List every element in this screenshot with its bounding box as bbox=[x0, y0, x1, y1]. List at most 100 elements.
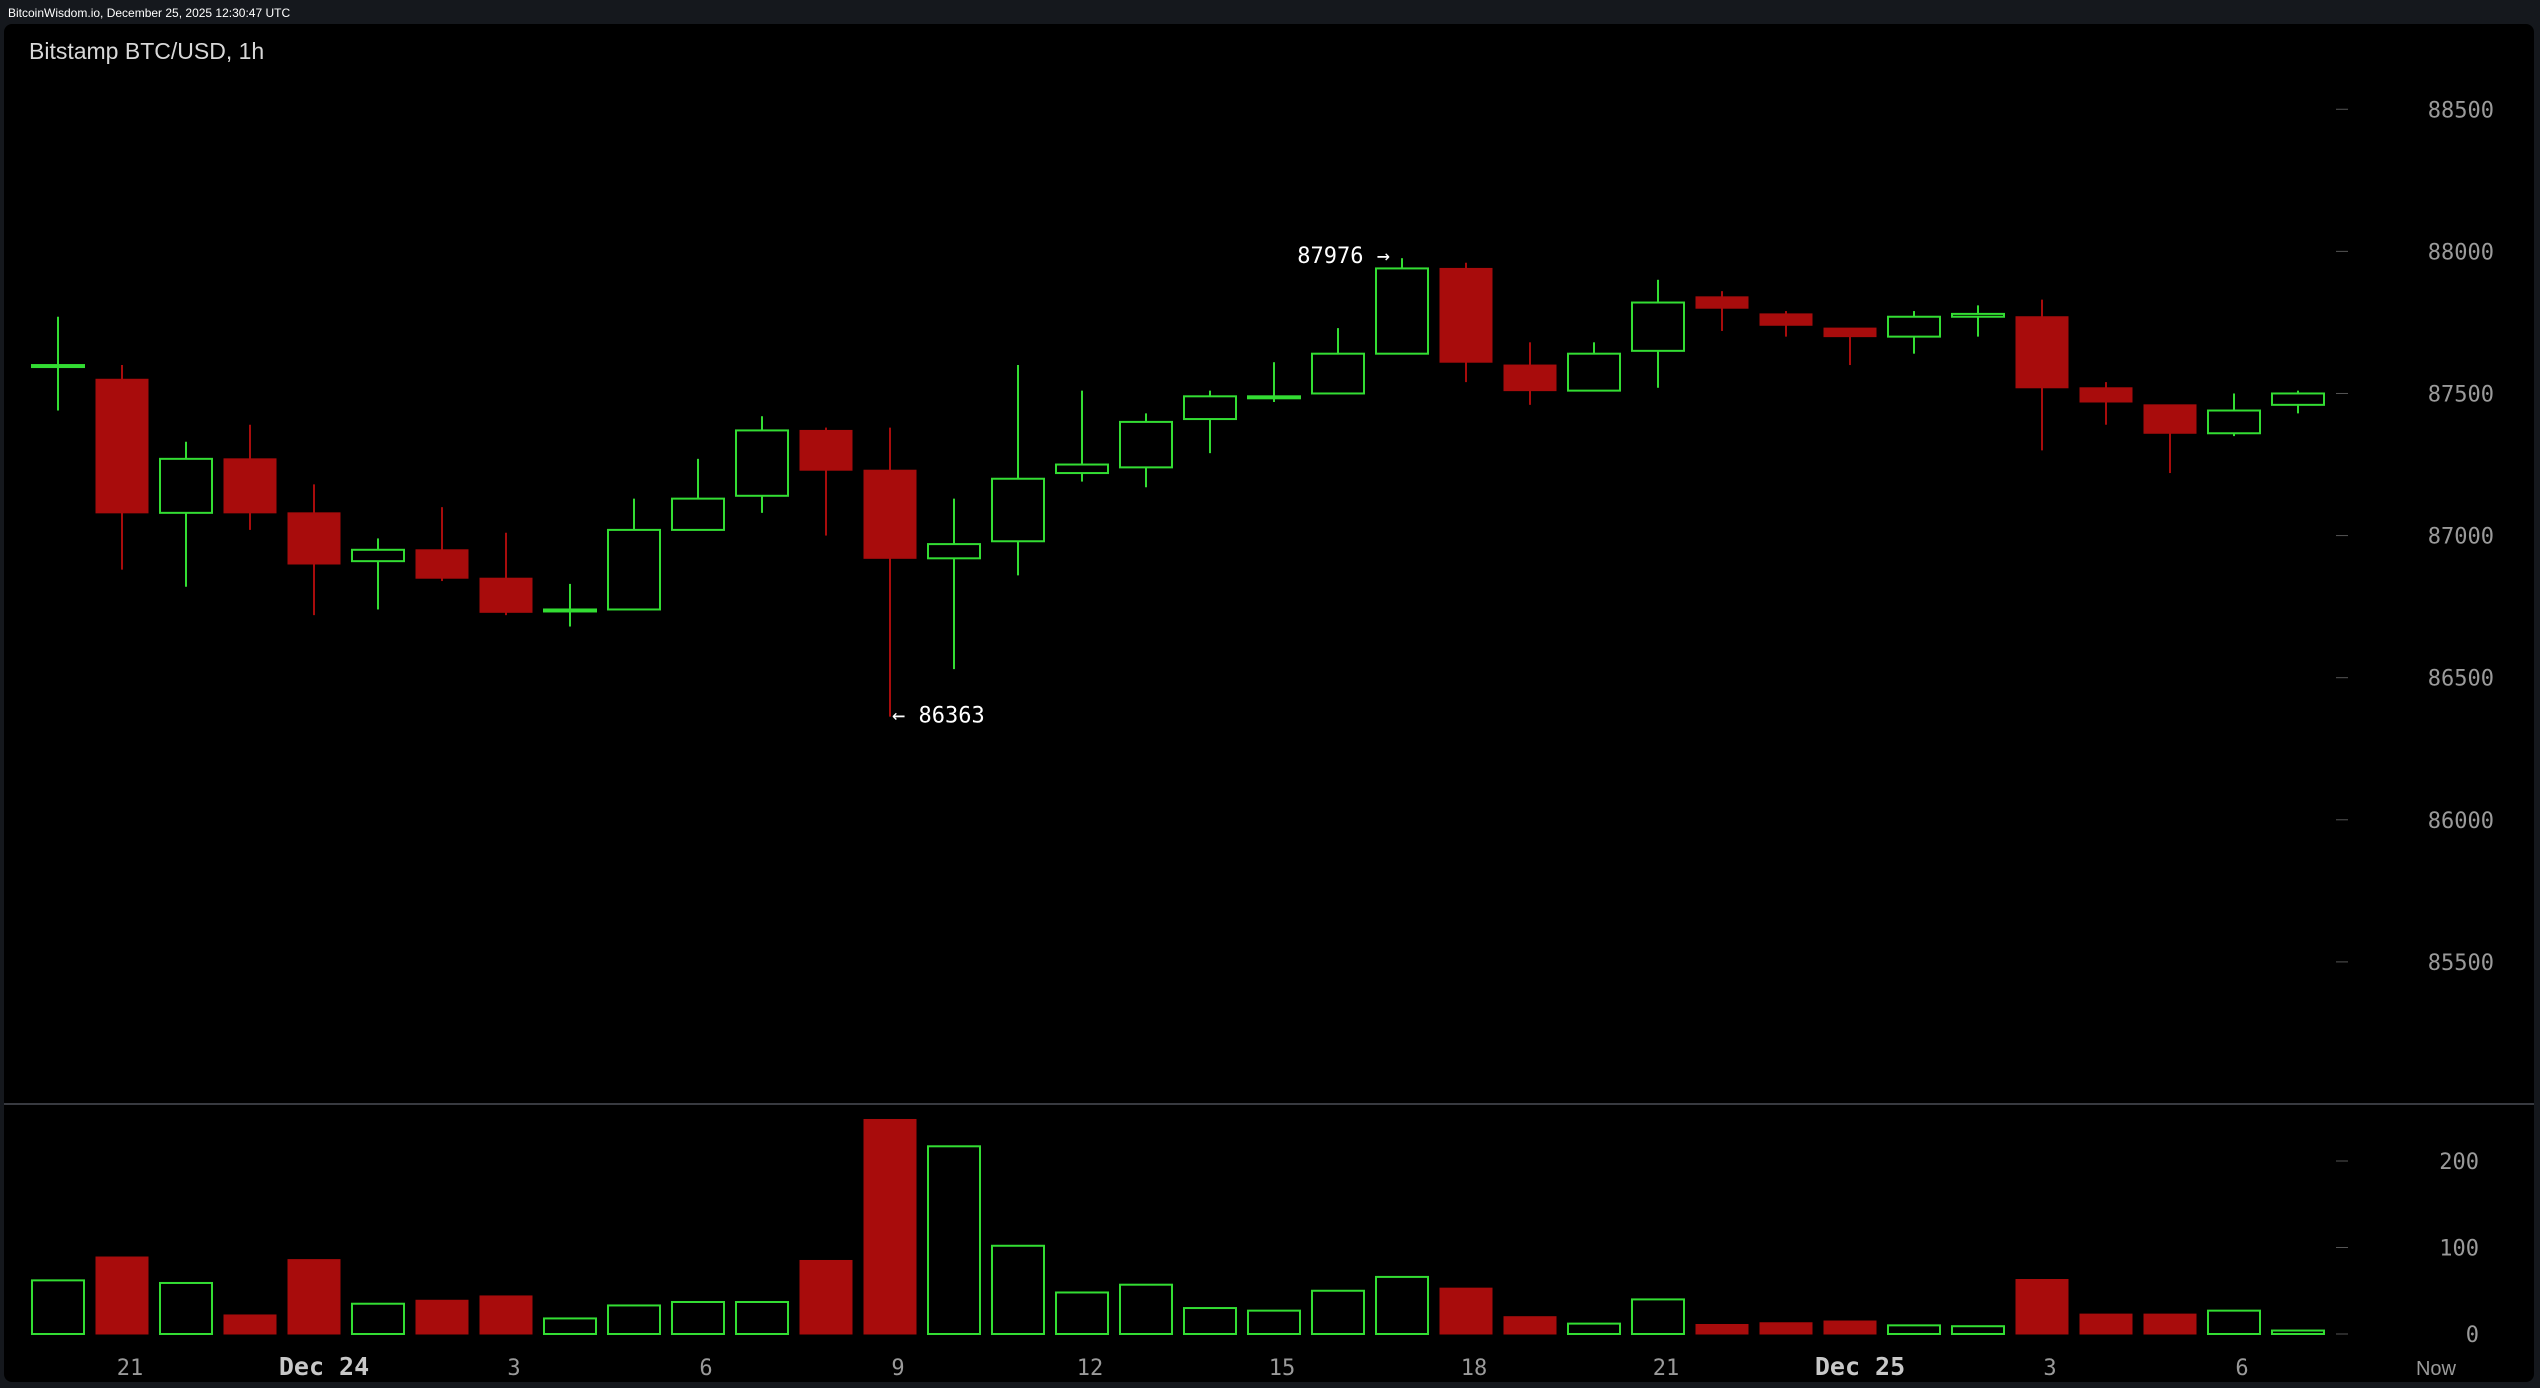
volume-bar bbox=[543, 1317, 597, 1336]
candle-body bbox=[1375, 267, 1429, 355]
volume-bar bbox=[2207, 1309, 2261, 1336]
candle-body bbox=[1311, 352, 1365, 395]
volume-bar bbox=[1567, 1322, 1621, 1335]
price-tick-label: 88500 bbox=[2428, 98, 2494, 123]
volume-bar bbox=[1375, 1275, 1429, 1336]
volume-bar bbox=[991, 1244, 1045, 1336]
volume-tick-label: 0 bbox=[2466, 1323, 2479, 1348]
candle-body bbox=[1951, 312, 2005, 318]
volume-tick-label: 100 bbox=[2439, 1237, 2479, 1262]
candle-body bbox=[95, 378, 149, 514]
volume-bar bbox=[927, 1145, 981, 1336]
candle-body bbox=[1759, 313, 1813, 326]
volume-bar bbox=[1887, 1324, 1941, 1335]
candle-body bbox=[1695, 296, 1749, 309]
volume-bar bbox=[1759, 1322, 1813, 1335]
volume-bar bbox=[863, 1118, 917, 1335]
x-axis-tick-label: Dec 24 bbox=[279, 1352, 369, 1381]
candle-body bbox=[1887, 315, 1941, 338]
chart-title: Bitstamp BTC/USD, 1h bbox=[29, 38, 265, 64]
volume-bar bbox=[2271, 1329, 2325, 1336]
volume-bar bbox=[2015, 1279, 2069, 1335]
x-axis-tick-label: 12 bbox=[1077, 1356, 1104, 1381]
candle-body bbox=[671, 497, 725, 531]
candle-body bbox=[927, 543, 981, 560]
candle-body bbox=[1823, 327, 1877, 338]
x-axis-tick-label: 18 bbox=[1461, 1356, 1488, 1381]
volume-bar bbox=[1055, 1291, 1109, 1335]
site-info-text: BitcoinWisdom.io, December 25, 2025 12:3… bbox=[8, 6, 291, 20]
top-bar: BitcoinWisdom.io, December 25, 2025 12:3… bbox=[0, 0, 2540, 24]
volume-bar bbox=[479, 1295, 533, 1335]
candle-body bbox=[1439, 267, 1493, 363]
volume-bar bbox=[1695, 1323, 1749, 1335]
low-price-annotation: ← 86363 bbox=[892, 704, 985, 729]
volume-bar bbox=[2143, 1313, 2197, 1335]
x-axis-tick-label: 15 bbox=[1269, 1356, 1296, 1381]
candle-body bbox=[2143, 404, 2197, 434]
candle-body bbox=[2079, 387, 2133, 403]
volume-bar bbox=[1503, 1316, 1557, 1335]
volume-bar bbox=[671, 1300, 725, 1335]
candle-body bbox=[991, 477, 1045, 543]
x-axis-tick-label: Now bbox=[2416, 1358, 2457, 1380]
candle-body bbox=[2207, 409, 2261, 435]
x-axis-tick-label: 3 bbox=[2043, 1356, 2056, 1381]
volume-bar bbox=[607, 1304, 661, 1335]
high-price-annotation: 87976 → bbox=[1297, 244, 1390, 269]
price-tick-label: 87500 bbox=[2428, 382, 2494, 407]
x-axis-tick-label: 21 bbox=[1653, 1356, 1680, 1381]
price-tick-label: 85500 bbox=[2428, 951, 2494, 976]
volume-bar bbox=[1247, 1309, 1301, 1336]
chart-panel: 85500 86000 86500 87000 87500 88000 88500 0 100 2… bbox=[4, 24, 2534, 1382]
price-tick-label: 88000 bbox=[2428, 240, 2494, 265]
candle-body bbox=[479, 577, 533, 613]
candle-body bbox=[287, 512, 341, 565]
volume-bar bbox=[1631, 1298, 1685, 1336]
candle-body bbox=[415, 549, 469, 579]
volume-bar bbox=[159, 1281, 213, 1335]
chart-svg[interactable]: 85500 86000 86500 87000 87500 88000 88500 0 100 2… bbox=[4, 24, 2534, 1382]
x-axis-tick-label: 3 bbox=[507, 1356, 520, 1381]
volume-bar bbox=[1119, 1283, 1173, 1335]
x-axis-tick-label: 21 bbox=[117, 1356, 144, 1381]
candle-body bbox=[1055, 463, 1109, 475]
candle-body bbox=[1119, 420, 1173, 469]
volume-tick-label: 200 bbox=[2439, 1150, 2479, 1175]
x-axis-tick-label: 6 bbox=[2235, 1356, 2248, 1381]
volume-bar bbox=[799, 1259, 853, 1335]
candle-body bbox=[1631, 301, 1685, 352]
x-axis-tick-label: Dec 25 bbox=[1815, 1352, 1905, 1381]
volume-bar bbox=[95, 1256, 149, 1335]
x-axis-tick-label: 9 bbox=[891, 1356, 904, 1381]
candle-body bbox=[223, 458, 277, 514]
candle-body bbox=[2271, 392, 2325, 406]
candle-body bbox=[543, 608, 597, 613]
candle-body bbox=[863, 469, 917, 559]
volume-bar bbox=[1183, 1307, 1237, 1336]
volume-bar bbox=[1311, 1289, 1365, 1335]
candle-body bbox=[2015, 316, 2069, 389]
candle-body bbox=[159, 457, 213, 514]
volume-bar bbox=[735, 1300, 789, 1335]
price-tick-label: 87000 bbox=[2428, 525, 2494, 550]
volume-bar bbox=[1823, 1320, 1877, 1335]
volume-bar bbox=[31, 1279, 85, 1335]
volume-bar bbox=[1951, 1325, 2005, 1335]
volume-bar bbox=[1439, 1287, 1493, 1335]
candle-body bbox=[799, 429, 853, 471]
candle-body bbox=[607, 528, 661, 611]
candle-body bbox=[1567, 352, 1621, 392]
volume-bar bbox=[223, 1314, 277, 1335]
volume-bar bbox=[351, 1302, 405, 1335]
candle-body bbox=[1183, 395, 1237, 421]
candle-body bbox=[1247, 395, 1301, 400]
price-tick-label: 86500 bbox=[2428, 667, 2494, 692]
candle-body bbox=[31, 364, 85, 369]
price-tick-label: 86000 bbox=[2428, 809, 2494, 834]
x-axis-tick-label: 6 bbox=[699, 1356, 712, 1381]
candle-body bbox=[351, 548, 405, 563]
volume-bar bbox=[287, 1259, 341, 1335]
candle-body bbox=[1503, 364, 1557, 392]
volume-bar bbox=[2079, 1313, 2133, 1335]
